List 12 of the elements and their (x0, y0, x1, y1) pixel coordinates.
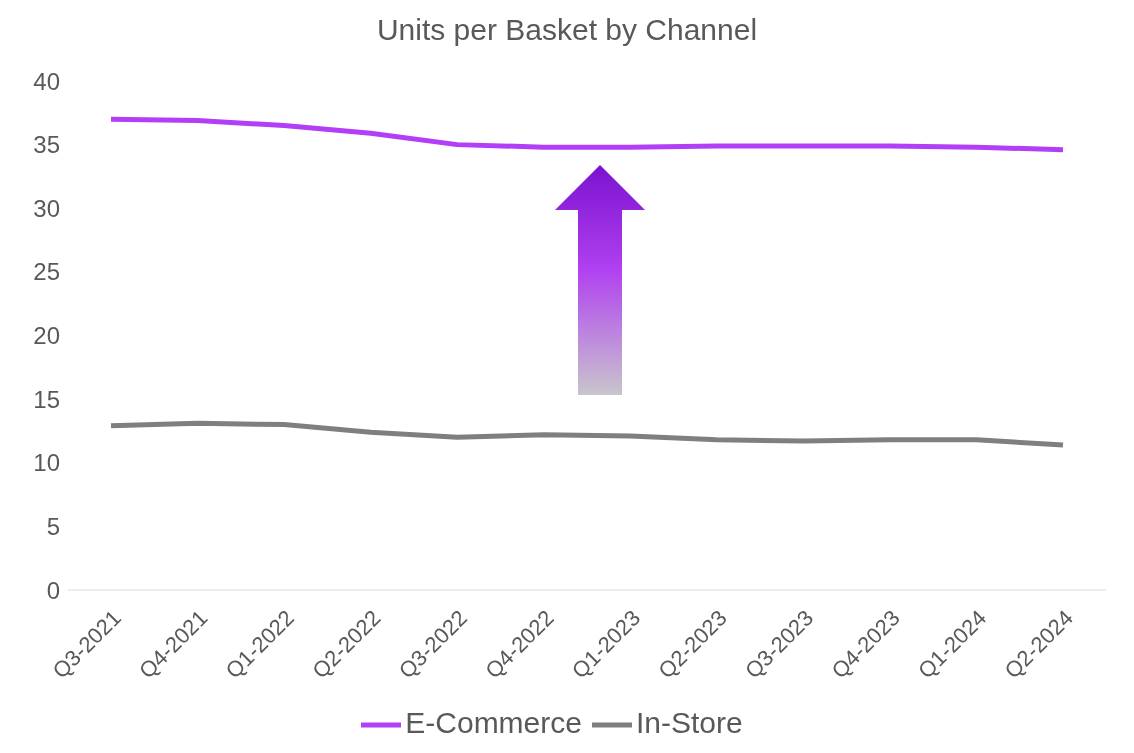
y-tick-label: 25 (33, 258, 60, 286)
legend-label: In-Store (635, 705, 743, 739)
legend-label: E-Commerce (405, 705, 582, 739)
chart-title: Units per Basket by Channel (375, 12, 759, 48)
y-tick-label: 5 (46, 512, 60, 540)
y-tick-label: 30 (33, 194, 60, 222)
y-tick-label: 35 (33, 131, 60, 159)
y-tick-label: 10 (33, 449, 60, 477)
y-tick-label: 40 (33, 67, 60, 95)
y-tick-label: 20 (33, 322, 60, 350)
y-tick-label: 15 (33, 385, 60, 413)
y-tick-label: 0 (46, 576, 60, 604)
